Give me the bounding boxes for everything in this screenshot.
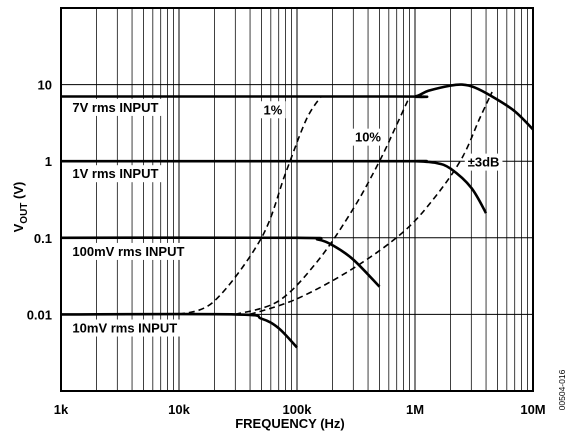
y-tick-labels: 0.01 0.1 1 10 xyxy=(27,78,52,323)
x-tick-label: 100k xyxy=(283,402,313,417)
series-line-1 xyxy=(178,96,322,316)
curve-label: 1% xyxy=(263,102,282,117)
curve-label: 10% xyxy=(355,130,381,145)
curve-labels: 7V rms INPUT 1V rms INPUT 100mV rms INPUT 1… xyxy=(69,98,503,337)
curve-label-background xyxy=(464,153,503,171)
series-line-3db xyxy=(249,91,493,316)
x-tick-label: 10M xyxy=(520,402,545,417)
x-tick-label: 1k xyxy=(54,402,69,417)
y-axis-title: VOUT (V) xyxy=(11,182,30,233)
curve-label: 10mV rms INPUT xyxy=(72,321,177,336)
y-tick-label: 0.1 xyxy=(34,231,52,246)
curve-label-background xyxy=(69,165,162,183)
series-line-10 xyxy=(235,96,411,316)
y-tick-label: 10 xyxy=(38,78,52,93)
series-line-7v-rms-input xyxy=(61,83,534,131)
curve-label: 7V rms INPUT xyxy=(72,100,158,115)
curve-label-background xyxy=(351,128,385,146)
svg-text:00504-016: 00504-016 xyxy=(557,369,567,410)
curve-label-background xyxy=(69,98,162,116)
x-tick-labels: 1k 10k 100k 1M 10M xyxy=(54,402,546,417)
curve-label: 100mV rms INPUT xyxy=(72,244,184,259)
series-line-10mv-rms-input xyxy=(60,312,298,349)
y-axis-title-main: V xyxy=(11,223,26,232)
data-series xyxy=(60,83,534,349)
curve-label-background xyxy=(69,242,188,260)
plot-frame xyxy=(60,7,534,392)
y-axis-title-subscript: OUT xyxy=(19,203,30,224)
series-line-1v-rms-input xyxy=(61,159,488,214)
x-tick-label: 1M xyxy=(406,402,424,417)
curve-label: 1V rms INPUT xyxy=(72,166,158,181)
x-axis-title: FREQUENCY (Hz) xyxy=(235,416,345,431)
curve-label-background xyxy=(69,319,181,337)
curve-label-background xyxy=(260,101,286,119)
curve-label: ±3dB xyxy=(468,155,500,170)
figure-id: 00504-016 xyxy=(557,369,567,410)
y-axis-title-suffix: (V) xyxy=(11,182,26,203)
y-tick-label: 0.01 xyxy=(27,307,52,322)
svg-text:VOUT (V): VOUT (V) xyxy=(11,182,30,233)
series-line-100mv-rms-input xyxy=(60,236,381,288)
y-tick-label: 1 xyxy=(45,154,52,169)
x-tick-label: 10k xyxy=(168,402,190,417)
